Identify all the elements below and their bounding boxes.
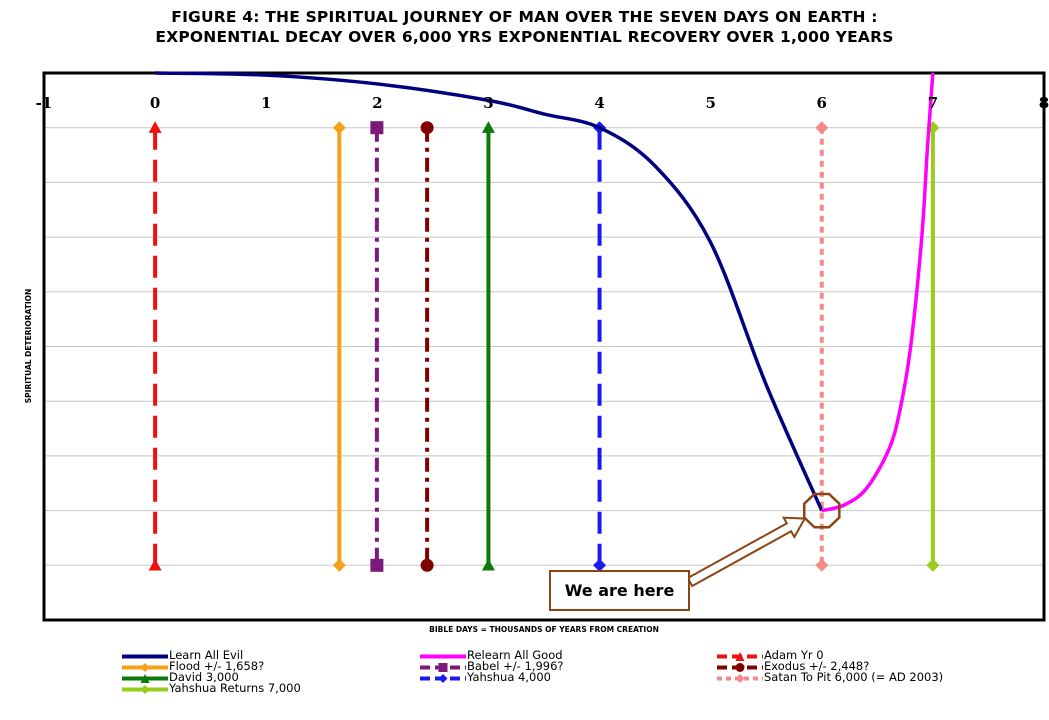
legend-item: Yahshua Returns 7,000 [122,681,452,695]
legend-item: Relearn All Good [420,648,750,662]
callout-arrow [686,516,807,588]
x-axis-label: BIBLE DAYS = THOUSANDS OF YEARS FROM CRE… [429,625,659,634]
series-line [155,71,824,512]
legend-label: Yahshua Returns 7,000 [169,681,301,695]
event-marker-bottom [148,558,162,571]
legend-label: Satan To Pit 6,000 (= AD 2003) [764,670,944,684]
legend-label: David 3,000 [169,670,239,684]
legend-label: Relearn All Good [467,648,563,662]
current-position-marker [802,492,841,529]
x-tick-label: 6 [817,94,827,112]
event-marker-bottom [332,558,346,572]
series-line [821,72,935,513]
event-marker-top [148,121,162,133]
legend-item: David 3,000 [122,670,452,684]
legend-item: Learn All Evil [122,648,452,662]
x-tick-label: 3 [483,94,493,112]
legend-item: Exodus +/- 2,448? [717,659,1047,673]
legend-item: Adam Yr 0 [717,648,1047,662]
x-tick-label: -1 [36,94,53,112]
legend-item: Flood +/- 1,658? [122,659,452,673]
legend-swatch [717,652,763,661]
y-axis-label: SPIRITUAL DETERIORATION [24,289,33,404]
event-marker-top [370,121,384,135]
event-marker-top [481,121,495,133]
event-marker-bottom [370,558,384,572]
legend-label: Exodus +/- 2,448? [764,659,870,673]
legend-swatch [420,654,466,659]
legend-swatch [122,674,168,683]
legend-swatch [122,654,168,659]
legend-label: Yahshua 4,000 [467,670,551,684]
legend-label: Flood +/- 1,658? [169,659,265,673]
legend-swatch [420,674,466,683]
legend-swatch [122,663,168,672]
legend-swatch [717,674,763,683]
legend-item: Yahshua 4,000 [420,670,750,684]
legend-label: Babel +/- 1,996? [467,659,564,673]
we-are-here-callout: We are here [549,570,690,611]
x-tick-label: 1 [261,94,271,112]
event-marker-bottom [815,558,829,572]
x-tick-label: 2 [372,94,382,112]
x-tick-label: 5 [705,94,715,112]
legend-swatch [420,663,466,672]
event-marker-bottom [926,558,940,572]
event-marker-bottom [593,558,607,572]
legend-label: Learn All Evil [169,648,244,662]
x-tick-label: 7 [928,94,938,112]
x-tick-label: 0 [150,94,160,112]
event-marker-top [332,121,346,135]
legend-item: Babel +/- 1,996? [420,659,750,673]
legend-swatch [122,685,168,694]
legend-item: Satan To Pit 6,000 (= AD 2003) [717,670,1047,684]
legend-label: Adam Yr 0 [764,648,824,662]
chart-title-line1: FIGURE 4: THE SPIRITUAL JOURNEY OF MAN O… [171,8,878,26]
event-marker-bottom [420,558,434,572]
event-marker-top [420,121,434,135]
event-marker-top [815,121,829,135]
plot-frame [42,71,1046,622]
chart-title-line2: EXPONENTIAL DECAY OVER 6,000 YRS EXPONEN… [155,28,894,46]
legend-swatch [717,663,763,672]
x-tick-label: 8 [1039,94,1049,112]
event-marker-bottom [481,558,495,571]
x-tick-label: 4 [594,94,604,112]
